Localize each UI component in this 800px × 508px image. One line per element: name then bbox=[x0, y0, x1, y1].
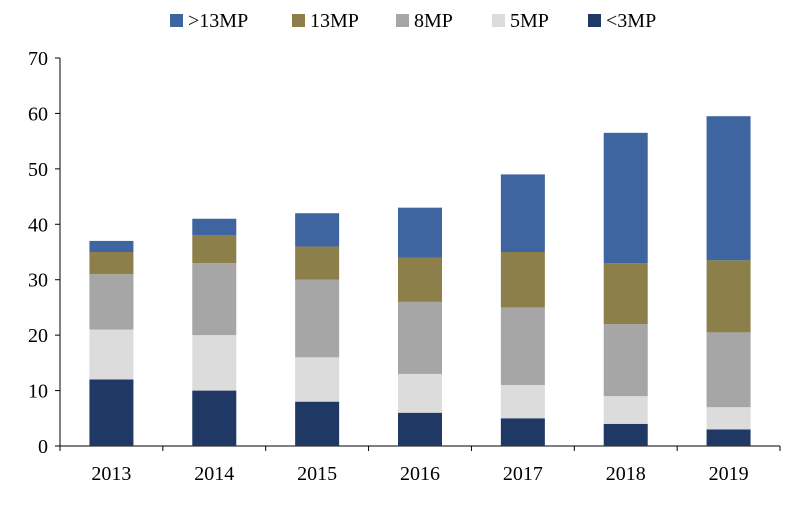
bar-segment bbox=[603, 263, 648, 325]
bar-stack bbox=[603, 132, 648, 446]
legend-label: 5MP bbox=[510, 10, 549, 32]
y-tick-label: 50 bbox=[28, 159, 48, 181]
y-tick-label: 0 bbox=[38, 436, 48, 458]
bar-segment bbox=[192, 218, 237, 236]
legend-swatch bbox=[292, 14, 305, 27]
legend-item: 13MP bbox=[292, 10, 359, 32]
legend-item: 8MP bbox=[396, 10, 453, 32]
bar-segment bbox=[192, 335, 237, 391]
bar-segment bbox=[398, 301, 442, 374]
y-axis: 0 10 20 30 40 50 60 70 bbox=[28, 48, 61, 458]
x-tick-label: 2017 bbox=[503, 463, 543, 485]
y-tick-label: 70 bbox=[28, 48, 48, 70]
bar-segment bbox=[89, 240, 134, 252]
bar-segment bbox=[706, 116, 751, 261]
x-tick-label: 2016 bbox=[400, 463, 440, 485]
bar-segment bbox=[706, 332, 751, 408]
y-tick-label: 20 bbox=[28, 325, 48, 347]
bar-stack bbox=[706, 116, 751, 446]
bar-segment bbox=[398, 412, 442, 446]
bar-segment bbox=[706, 260, 751, 333]
bar-stack bbox=[398, 207, 442, 446]
x-tick-label: 2018 bbox=[606, 463, 646, 485]
bar-segment bbox=[603, 324, 648, 397]
bar-stack bbox=[295, 213, 340, 446]
bar-segment bbox=[398, 257, 442, 302]
legend-item: <3MP bbox=[588, 10, 656, 32]
x-tick-label: 2014 bbox=[194, 463, 234, 485]
legend-label: 13MP bbox=[310, 10, 359, 32]
y-tick-label: 10 bbox=[28, 381, 48, 403]
bar-segment bbox=[192, 263, 237, 336]
bar-segment bbox=[706, 407, 751, 430]
legend-swatch bbox=[170, 14, 183, 27]
bar-segment bbox=[295, 246, 340, 280]
bar-segment bbox=[706, 429, 751, 446]
legend-swatch bbox=[396, 14, 409, 27]
x-tick-label: 2013 bbox=[91, 463, 131, 485]
bar-segment bbox=[89, 329, 134, 380]
legend-label: >13MP bbox=[188, 10, 248, 32]
legend-swatch bbox=[588, 14, 601, 27]
bar-stack bbox=[89, 240, 134, 446]
bar-segment bbox=[500, 252, 545, 308]
bar-segment bbox=[398, 207, 442, 258]
legend-item: 5MP bbox=[492, 10, 549, 32]
legend: >13MP 13MP 8MP 5MP <3MP bbox=[170, 10, 656, 32]
bars bbox=[89, 116, 751, 446]
bar-stack bbox=[192, 218, 237, 446]
y-tick-label: 40 bbox=[28, 214, 48, 236]
bar-segment bbox=[500, 418, 545, 446]
bar-segment bbox=[603, 132, 648, 264]
bar-stack bbox=[500, 174, 545, 446]
bar-segment bbox=[500, 385, 545, 419]
bar-segment bbox=[295, 357, 340, 402]
x-tick-label: 2015 bbox=[297, 463, 337, 485]
legend-label: <3MP bbox=[606, 10, 656, 32]
y-tick-label: 60 bbox=[28, 103, 48, 125]
bar-segment bbox=[89, 252, 134, 275]
bar-segment bbox=[295, 213, 340, 247]
bar-segment bbox=[500, 174, 545, 252]
bar-segment bbox=[500, 307, 545, 386]
x-tick-label: 2019 bbox=[709, 463, 749, 485]
legend-swatch bbox=[492, 14, 505, 27]
bar-segment bbox=[603, 423, 648, 446]
bar-segment bbox=[89, 379, 134, 446]
legend-item: >13MP bbox=[170, 10, 248, 32]
bar-segment bbox=[89, 274, 134, 330]
bar-segment bbox=[192, 235, 237, 264]
x-axis: 2013 2014 2015 2016 2017 2018 2019 bbox=[59, 445, 781, 485]
bar-segment bbox=[603, 396, 648, 424]
bar-segment bbox=[295, 279, 340, 358]
bar-segment bbox=[192, 390, 237, 446]
legend-label: 8MP bbox=[414, 10, 453, 32]
y-tick-label: 30 bbox=[28, 270, 48, 292]
bar-segment bbox=[295, 401, 340, 446]
bar-segment bbox=[398, 373, 442, 413]
